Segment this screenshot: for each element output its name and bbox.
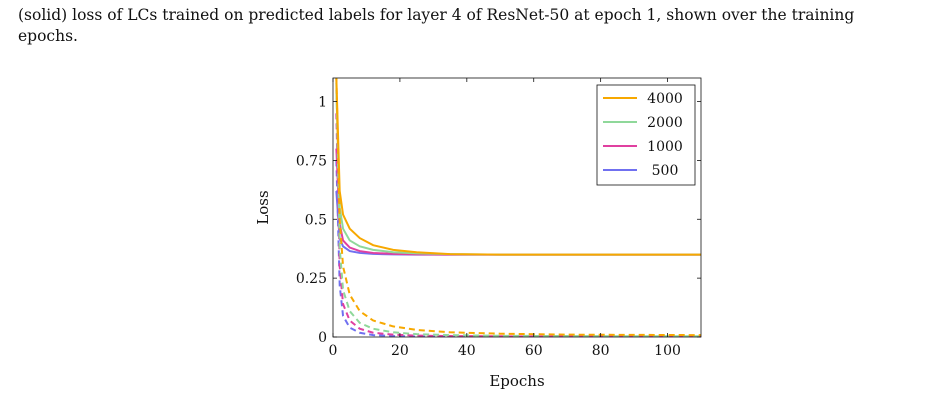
legend-label-1000: 1000 — [647, 139, 683, 155]
series-1000-dashed-line — [335, 113, 701, 337]
series-2000-dashed-line — [335, 82, 701, 337]
y-tick-label: 1 — [318, 95, 327, 111]
legend-label-2000: 2000 — [647, 115, 683, 131]
x-axis-label: Epochs — [489, 372, 544, 390]
x-tick-label: 20 — [391, 343, 409, 359]
legend-label-500: 500 — [652, 163, 679, 179]
caption-line-1: (solid) loss of LCs trained on predicted… — [18, 6, 855, 24]
x-tick-label: 40 — [458, 343, 476, 359]
series-500-solid-line — [335, 190, 701, 256]
y-tick-label: 0.75 — [296, 153, 327, 169]
legend: 4000 2000 1000 500 — [596, 84, 696, 186]
series-layer — [335, 78, 701, 337]
y-axis-label: Loss — [254, 190, 272, 224]
x-tick-label: 80 — [592, 343, 610, 359]
caption-line-2: epochs. — [18, 27, 78, 45]
y-tick-label: 0.5 — [305, 212, 327, 228]
x-tick-label: 100 — [654, 343, 681, 359]
x-tick-label: 60 — [525, 343, 543, 359]
plot-frame — [332, 77, 702, 338]
y-tick-label: 0.25 — [296, 271, 327, 287]
series-4000-solid-line — [335, 78, 701, 256]
y-tick-label: 0 — [318, 330, 327, 346]
series-4000-dashed-line — [335, 78, 701, 337]
series-500-dashed-line — [335, 160, 701, 337]
x-tick-label: 0 — [329, 343, 338, 359]
legend-box — [596, 84, 696, 186]
legend-label-4000: 4000 — [647, 91, 683, 107]
